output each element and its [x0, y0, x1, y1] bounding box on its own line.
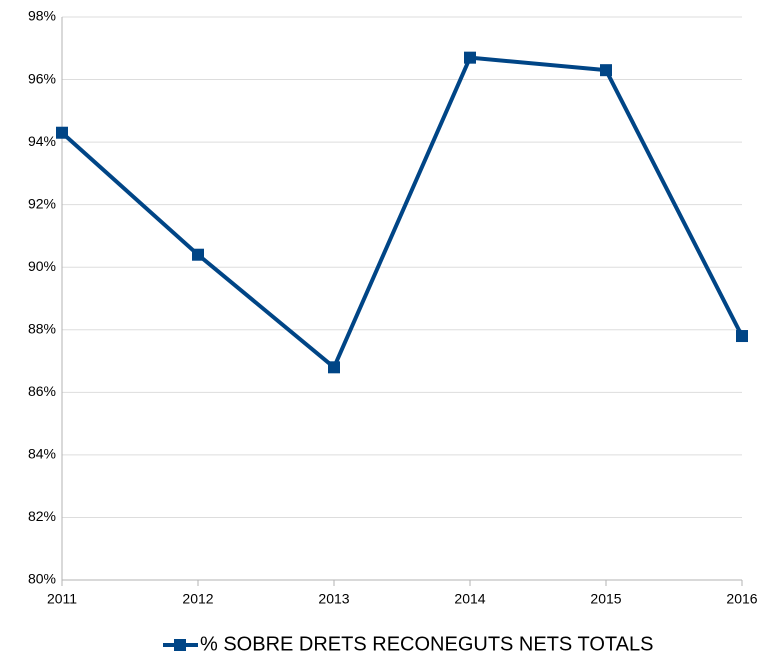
marker [192, 248, 204, 261]
y-tick-label: 84% [28, 446, 56, 462]
line [60, 55, 744, 370]
y-tick-label: 98% [28, 8, 56, 24]
y-tick-label: 96% [28, 70, 56, 86]
x-tick-label: 2011 [47, 591, 77, 607]
marker [328, 361, 340, 374]
legend-text: % SOBRE DRETS RECONEGUTS NETS TOTALS [200, 633, 653, 655]
legend-marker [174, 639, 186, 651]
y-tick-label: 92% [28, 195, 56, 211]
x-tick-label: 2014 [454, 591, 485, 607]
x-tick-label: 2013 [318, 591, 349, 607]
y-tick-label: 94% [28, 133, 56, 149]
marker [464, 51, 476, 64]
y-tick-label: 88% [28, 320, 56, 336]
x-tick-label: 2016 [726, 591, 757, 607]
x-tick-label: 2015 [590, 591, 621, 607]
marker [56, 126, 68, 139]
marker [736, 330, 748, 343]
y-tick-label: 82% [28, 508, 56, 524]
marker [600, 64, 612, 77]
y-tick-label: 90% [28, 258, 56, 274]
y-tick-label: 86% [28, 383, 56, 399]
x-tick-label: 2012 [182, 591, 213, 607]
y-tick-label: 80% [28, 571, 56, 587]
